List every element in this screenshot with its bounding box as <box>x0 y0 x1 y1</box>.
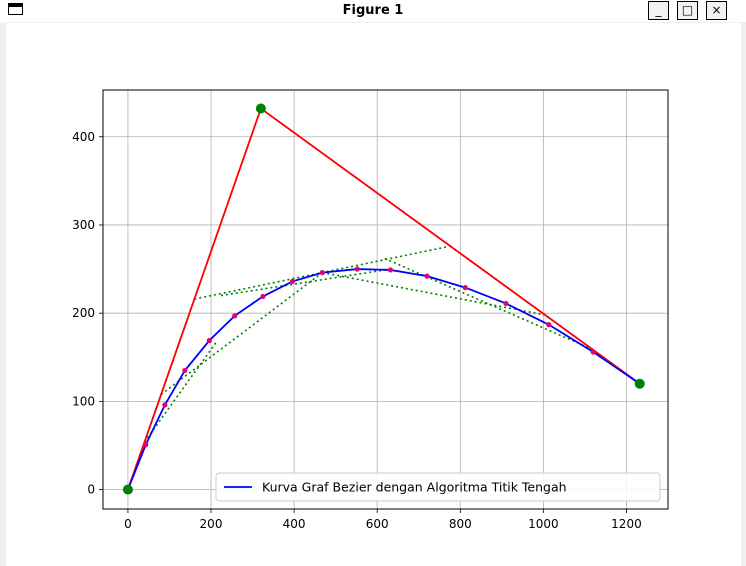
midpoint-marker <box>462 284 468 291</box>
midpoint-marker <box>206 337 212 344</box>
grid-lines <box>103 90 668 509</box>
midpoint-marker <box>260 293 266 300</box>
close-button[interactable]: × <box>706 1 727 20</box>
axes-frame <box>102 89 669 510</box>
minimize-button[interactable]: _ <box>648 1 669 20</box>
axis-ticks: 0 200 400 600 800 1000 1200 0 100 200 300 400 <box>72 130 642 531</box>
control-point-marker <box>634 378 645 389</box>
control-polygon-line <box>127 107 641 490</box>
plot-area <box>122 103 645 495</box>
x-tick-label: 600 <box>366 517 389 531</box>
maximize-button[interactable]: □ <box>677 1 698 20</box>
x-tick-label: 400 <box>283 517 306 531</box>
control-point-marker <box>255 103 266 114</box>
construction-line <box>384 257 593 351</box>
construction-line <box>143 340 218 443</box>
midpoint-marker <box>232 313 238 319</box>
midpoint-marker <box>503 300 509 307</box>
midpoint-marker <box>143 442 149 448</box>
window-title: Figure 1 <box>342 3 404 18</box>
midpoint-marker <box>162 402 168 408</box>
x-tick-label: 200 <box>200 517 223 531</box>
window-icon <box>8 3 23 15</box>
midpoint-marker <box>182 367 188 374</box>
y-tick-label: 300 <box>72 218 95 232</box>
bezier-curve-line <box>127 268 641 490</box>
construction-line <box>160 271 323 395</box>
midpoint-marker <box>319 269 325 276</box>
x-tick-label: 0 <box>124 517 132 531</box>
x-tick-label: 800 <box>449 517 472 531</box>
x-tick-label: 1000 <box>528 517 559 531</box>
y-tick-label: 200 <box>72 306 95 320</box>
midpoint-marker <box>424 273 430 279</box>
midpoint-marker <box>354 266 360 272</box>
midpoint-marker <box>546 322 552 328</box>
midpoint-marker <box>387 267 394 273</box>
midpoint-marker <box>289 278 296 285</box>
y-tick-label: 400 <box>72 130 95 144</box>
legend-box <box>215 472 661 502</box>
legend-label: Kurva Graf Bezier dengan Algoritma Titik… <box>262 480 567 495</box>
control-point-marker <box>122 484 133 495</box>
construction-line <box>220 268 391 297</box>
y-tick-label: 0 <box>87 483 95 497</box>
window-titlebar[interactable]: Figure 1 _ □ × <box>0 0 746 23</box>
x-tick-label: 1200 <box>611 517 642 531</box>
legend: Kurva Graf Bezier dengan Algoritma Titik… <box>215 472 661 502</box>
midpoint-marker <box>590 349 596 355</box>
y-tick-label: 100 <box>72 394 95 408</box>
